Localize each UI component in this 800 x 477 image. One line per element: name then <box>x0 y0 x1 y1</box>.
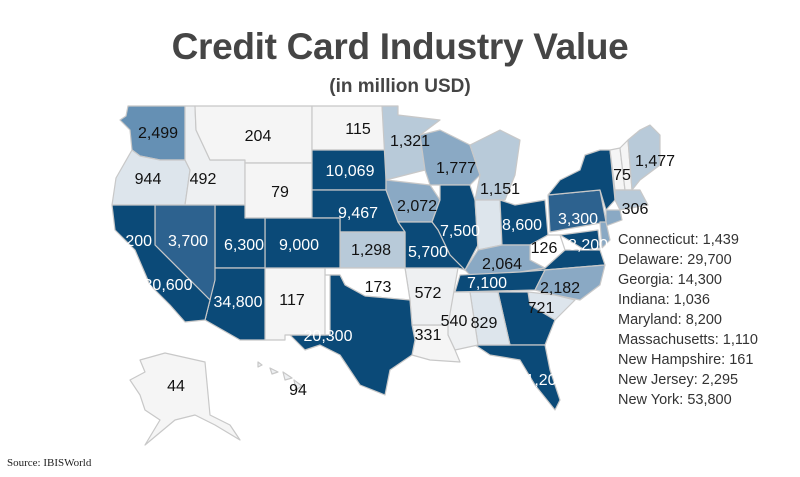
label-ia: 2,072 <box>397 198 437 215</box>
label-ca: 30,600 <box>144 277 193 294</box>
label-ca-north: 0,200 <box>112 233 152 250</box>
label-ri: 306 <box>622 201 649 218</box>
label-wi: 1,777 <box>436 160 476 177</box>
state-wisconsin <box>419 129 481 186</box>
label-ne: 9,467 <box>338 205 378 222</box>
callout-indiana: Indiana: 1,036 <box>618 292 710 308</box>
state-new-york <box>547 149 616 211</box>
state-minnesota <box>381 105 441 181</box>
label-ar: 572 <box>415 285 442 302</box>
state-hawaii <box>257 361 303 391</box>
label-ak: 44 <box>167 378 185 395</box>
label-al: 829 <box>471 315 498 332</box>
label-me: 1,477 <box>635 153 675 170</box>
state-california <box>111 204 211 323</box>
state-maine <box>627 124 661 191</box>
label-wy: 79 <box>271 184 289 201</box>
label-wv: 126 <box>531 240 558 257</box>
label-co: 9,000 <box>279 237 319 254</box>
callout-new-jersey: New Jersey: 2,295 <box>618 372 739 388</box>
source-note: Source: IBISWorld <box>7 457 92 469</box>
state-michigan <box>469 129 521 201</box>
callout-maryland: Maryland: 8,200 <box>618 312 722 328</box>
chart-title: Credit Card Industry Value <box>171 26 629 67</box>
callout-connecticut: Connecticut: 1,439 <box>618 232 739 248</box>
label-hi: 94 <box>289 382 307 399</box>
callout-list: Connecticut: 1,439 Delaware: 29,700 Geor… <box>618 230 758 410</box>
state-alaska <box>129 352 241 446</box>
label-sd: 10,069 <box>326 163 375 180</box>
label-sc: 721 <box>528 300 555 317</box>
chart-subtitle: (in million USD) <box>329 76 471 97</box>
state-north-carolina <box>534 264 606 301</box>
label-az: 34,800 <box>214 294 263 311</box>
label-mn: 1,321 <box>390 133 430 150</box>
label-nd: 115 <box>345 121 371 138</box>
label-tn: 7,100 <box>467 275 507 292</box>
callout-new-york: New York: 53,800 <box>618 392 732 408</box>
callout-georgia: Georgia: 14,300 <box>618 272 722 288</box>
label-nc: 2,182 <box>540 280 580 297</box>
label-nm: 117 <box>279 292 305 309</box>
label-ky: 2,064 <box>482 256 522 273</box>
state-massachusetts <box>614 189 649 211</box>
label-oh: 8,600 <box>502 217 542 234</box>
label-tx: 20,300 <box>304 328 353 345</box>
label-pa: 3,300 <box>558 211 598 228</box>
label-il: 7,500 <box>440 223 480 240</box>
label-ks: 1,298 <box>351 242 391 259</box>
label-vt: 75 <box>613 167 631 184</box>
state-connecticut <box>605 209 623 227</box>
label-ut: 6,300 <box>224 237 264 254</box>
label-id: 492 <box>190 171 217 188</box>
label-nv: 3,700 <box>168 233 208 250</box>
label-or: 944 <box>135 171 162 188</box>
label-ok: 173 <box>365 279 392 296</box>
label-mo: 5,700 <box>408 244 448 261</box>
label-mt: 204 <box>245 128 272 145</box>
state-new-jersey <box>599 221 611 249</box>
label-la: 331 <box>415 327 442 344</box>
label-mi: 1,151 <box>480 181 520 198</box>
state-maryland <box>559 229 601 251</box>
state-kentucky <box>464 244 546 276</box>
callout-new-hampshire: New Hampshire: 161 <box>618 352 754 368</box>
label-md: 8,200 <box>568 237 608 254</box>
callout-delaware: Delaware: 29,700 <box>618 252 732 268</box>
state-florida <box>474 344 561 411</box>
label-fl: 1,20 <box>525 372 556 389</box>
label-wa: 2,499 <box>138 125 178 142</box>
label-ms: 540 <box>441 313 468 330</box>
callout-massachusetts: Massachusetts: 1,110 <box>618 332 758 348</box>
